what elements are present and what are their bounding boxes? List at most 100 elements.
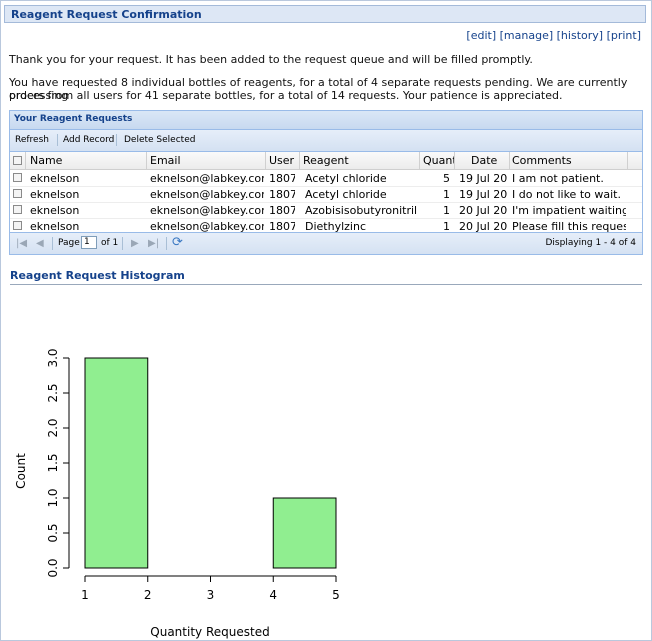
column-header-email[interactable]: Email — [150, 154, 181, 167]
grid-column-headers: Name Email User I Reagent Quant Date Com… — [10, 152, 642, 170]
cell-name: eknelson — [30, 188, 80, 201]
thanks-message: Thank you for your request. It has been … — [9, 53, 533, 66]
cell-name: eknelson — [30, 172, 80, 185]
page-title: Reagent Request Confirmation — [11, 8, 202, 21]
cell-email: eknelson@labkey.com — [150, 220, 264, 233]
column-separator — [509, 152, 510, 169]
table-row[interactable]: eknelson eknelson@labkey.com 1807 Diethy… — [10, 218, 642, 235]
table-row[interactable]: eknelson eknelson@labkey.com 1807 Acetyl… — [10, 170, 642, 187]
toolbar-separator — [57, 134, 58, 146]
row-checkbox[interactable] — [13, 173, 22, 182]
cell-reagent: Acetyl chloride — [305, 188, 387, 201]
y-axis-label: Count — [14, 453, 28, 489]
cell-quantity: 1 — [443, 204, 450, 217]
reagent-requests-grid: Your Reagent Requests Refresh Add Record… — [9, 110, 643, 255]
x-tick-label: 4 — [269, 588, 277, 602]
y-axis: 0.0 0.5 1.0 1.5 2.0 2.5 3.0 — [46, 348, 70, 578]
cell-email: eknelson@labkey.com — [150, 204, 264, 217]
y-tick-label: 1.0 — [46, 488, 60, 507]
cell-reagent: Diethylzinc — [305, 220, 366, 233]
column-separator — [419, 152, 420, 169]
cell-date: 20 Jul 200 — [459, 204, 508, 217]
histogram-chart: 0.0 0.5 1.0 1.5 2.0 2.5 3.0 1 2 3 4 5 Count Quanti… — [14, 348, 340, 639]
page-title-bar: Reagent Request Confirmation — [4, 5, 646, 23]
histogram-bars — [84, 357, 337, 569]
summary-line-2: orders from all users for 41 separate bo… — [9, 89, 563, 102]
column-header-date[interactable]: Date — [471, 154, 498, 167]
delete-selected-button[interactable]: Delete Selected — [124, 135, 196, 145]
histogram-bar — [272, 497, 337, 569]
row-checkbox[interactable] — [13, 189, 22, 198]
refresh-icon[interactable]: ⟳ — [172, 235, 183, 250]
refresh-button[interactable]: Refresh — [15, 135, 49, 145]
x-tick-label: 2 — [144, 588, 152, 602]
column-separator — [146, 152, 147, 169]
grid-header: Your Reagent Requests — [10, 111, 642, 130]
manage-link[interactable]: [manage] — [499, 29, 554, 42]
webpart-links: [edit] [manage] [history] [print] — [466, 29, 641, 42]
grid-toolbar: Refresh Add Record Delete Selected — [10, 130, 642, 152]
summary-line-1: You have requested 8 individual bottles … — [9, 76, 628, 102]
table-row[interactable]: eknelson eknelson@labkey.com 1807 Acetyl… — [10, 186, 642, 203]
cell-comments: Please fill this request — [512, 220, 626, 233]
y-tick-label: 3.0 — [46, 348, 60, 367]
add-record-button[interactable]: Add Record — [63, 135, 115, 145]
y-tick-label: 2.0 — [46, 418, 60, 437]
toolbar-separator — [116, 134, 117, 146]
select-all-checkbox[interactable] — [13, 156, 22, 165]
x-tick-label: 1 — [81, 588, 89, 602]
page-count-label: of 1 — [101, 238, 119, 248]
cell-user-id: 1807 — [269, 220, 295, 233]
column-header-reagent[interactable]: Reagent — [303, 154, 349, 167]
cell-comments: I'm impatient waiting ir — [512, 204, 626, 217]
y-tick-label: 2.5 — [46, 383, 60, 402]
y-tick-label: 0.5 — [46, 523, 60, 542]
y-tick-label: 0.0 — [46, 558, 60, 577]
cell-quantity: 5 — [443, 172, 450, 185]
x-tick-label: 3 — [207, 588, 215, 602]
first-page-icon[interactable]: |◀ — [16, 238, 28, 249]
x-axis-label: Quantity Requested — [150, 625, 269, 639]
row-checkbox[interactable] — [13, 221, 22, 230]
last-page-icon[interactable]: ▶| — [148, 238, 160, 249]
cell-reagent: Acetyl chloride — [305, 172, 387, 185]
cell-quantity: 1 — [443, 220, 450, 233]
cell-user-id: 1807 — [269, 188, 295, 201]
cell-date: 20 Jul 200 — [459, 220, 508, 233]
history-link[interactable]: [history] — [556, 29, 604, 42]
displaying-label: Displaying 1 - 4 of 4 — [545, 238, 637, 248]
next-page-icon[interactable]: ▶ — [131, 238, 139, 249]
page-number-input[interactable]: 1 — [81, 236, 97, 249]
pager-separator — [166, 237, 167, 250]
column-separator — [627, 152, 628, 169]
histogram-divider — [10, 284, 642, 285]
pager-separator — [122, 237, 123, 250]
column-header-comments[interactable]: Comments — [512, 154, 572, 167]
cell-reagent: Azobisisobutyronitrile — [305, 204, 417, 217]
row-checkbox[interactable] — [13, 205, 22, 214]
histogram-bar — [84, 357, 149, 569]
cell-date: 19 Jul 200 — [459, 188, 508, 201]
table-row[interactable]: eknelson eknelson@labkey.com 1807 Azobis… — [10, 202, 642, 219]
x-tick-label: 5 — [332, 588, 340, 602]
prev-page-icon[interactable]: ◀ — [36, 238, 44, 249]
column-header-quantity[interactable]: Quant — [423, 154, 454, 167]
column-header-user-id[interactable]: User I — [269, 154, 298, 167]
grid-title: Your Reagent Requests — [14, 114, 133, 124]
cell-name: eknelson — [30, 220, 80, 233]
page-label: Page — [58, 238, 80, 248]
edit-link[interactable]: [edit] — [466, 29, 497, 42]
x-axis: 1 2 3 4 5 — [81, 575, 340, 602]
cell-name: eknelson — [30, 204, 80, 217]
column-separator — [25, 152, 26, 169]
column-header-name[interactable]: Name — [30, 154, 63, 167]
grid-pager: |◀ ◀ Page 1 of 1 ▶ ▶| ⟳ Displaying 1 - 4… — [10, 232, 642, 254]
histogram-title: Reagent Request Histogram — [10, 269, 185, 282]
cell-date: 19 Jul 200 — [459, 172, 508, 185]
cell-email: eknelson@labkey.com — [150, 188, 264, 201]
column-separator — [454, 152, 455, 169]
print-link[interactable]: [print] — [606, 29, 641, 42]
cell-comments: I do not like to wait. — [512, 188, 621, 201]
column-separator — [265, 152, 266, 169]
